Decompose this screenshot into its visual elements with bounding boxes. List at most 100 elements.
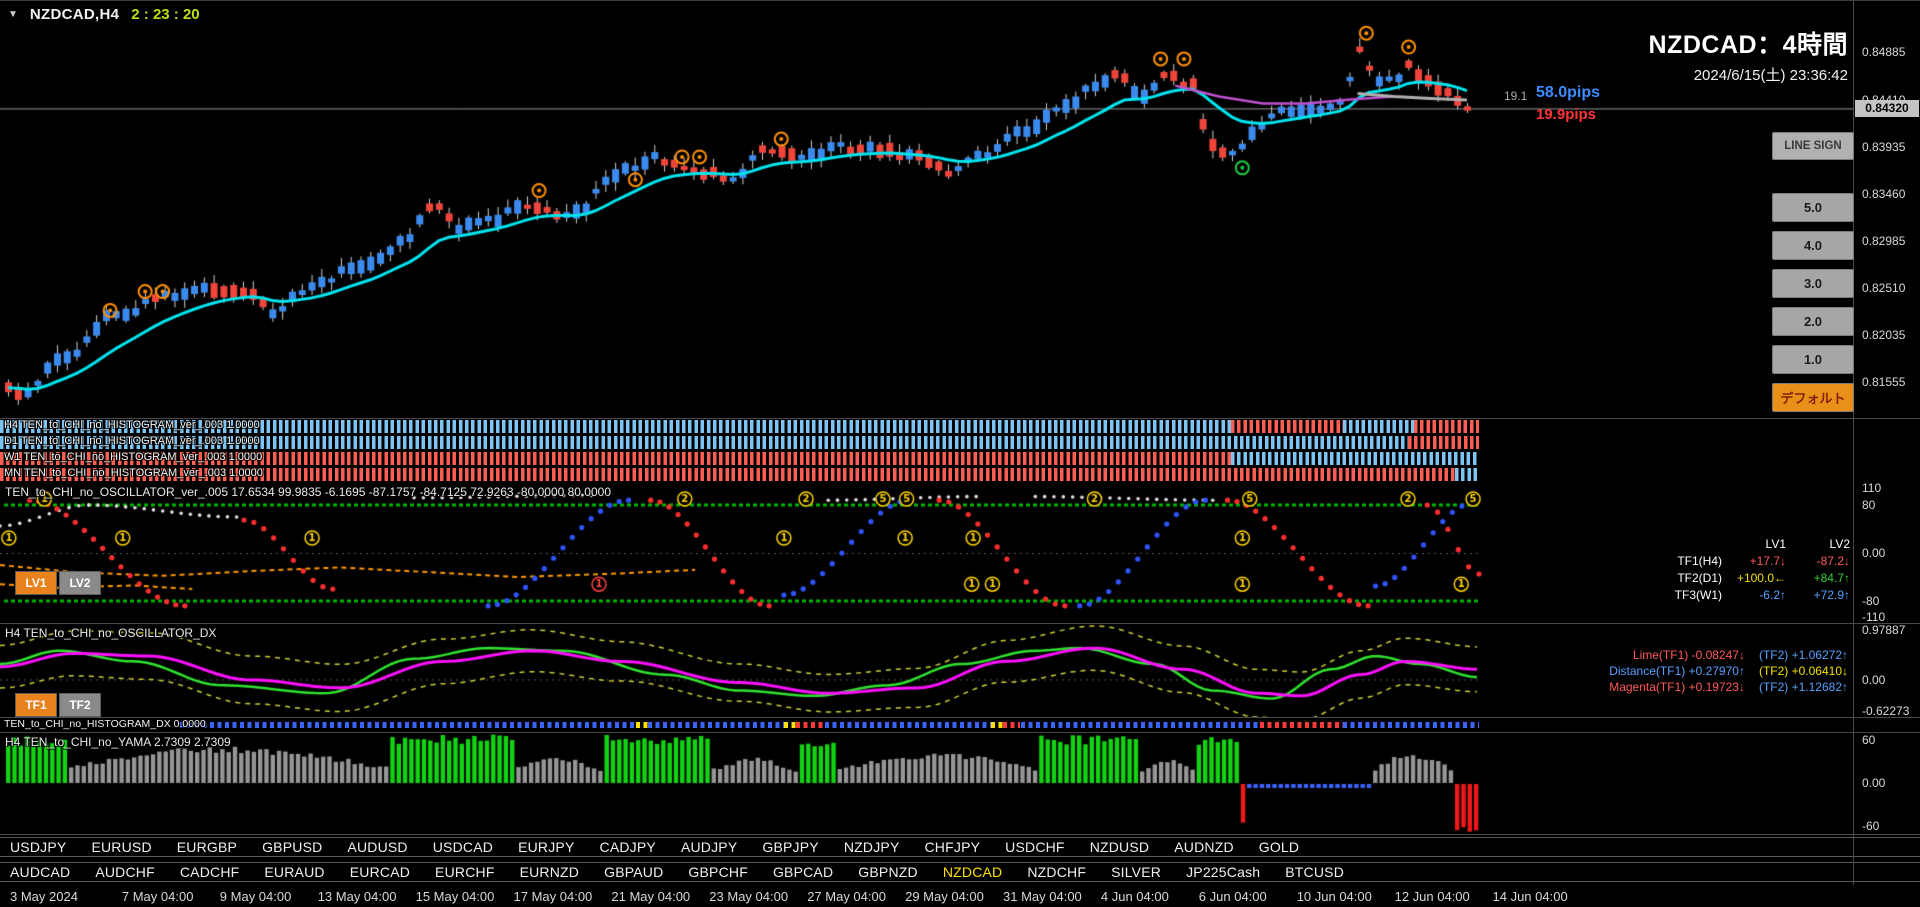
dx-readout-rows: Lime(TF1) -0.08247↓ (TF2) +1.06272↑ Distan… xyxy=(1500,648,1848,696)
symbol-list-row-2: AUDCAD AUDCHF CADCHF EURAUD EURCAD EURCHF EURN… xyxy=(0,862,1920,882)
symbol-period-dropdown[interactable]: ▼ NZDCAD,H4 2 : 23 : 20 xyxy=(8,6,200,23)
dx-readout-tf1-value: Magenta(TF1) +0.19723↓ xyxy=(1609,680,1745,694)
lv2-button[interactable]: LV2 xyxy=(59,571,101,595)
time-axis-label: 4 Jun 04:00 xyxy=(1100,889,1169,904)
symbol-tab-cadjpy[interactable]: CADJPY xyxy=(599,839,656,855)
time-axis-label: 21 May 04:00 xyxy=(611,889,691,904)
symbol-tab-nzdusd[interactable]: NZDUSD xyxy=(1089,839,1150,855)
symbol-tab-gbpaud[interactable]: GBPAUD xyxy=(604,864,664,880)
dx-readout-tf2-value: (TF2) +1.12682↑ xyxy=(1758,680,1848,694)
osc-readout-lv1-value: -6.2↑ xyxy=(1759,588,1786,602)
time-axis: 3 May 2024 7 May 04:00 9 May 04:00 13 May 0… xyxy=(0,885,1920,907)
level-button-3[interactable]: 3.0 xyxy=(1772,269,1854,298)
symbol-tab-gbpjpy[interactable]: GBPJPY xyxy=(762,839,819,855)
histogram-bars-red xyxy=(1230,420,1343,433)
chart-title: NZDCAD：4時間 xyxy=(1648,31,1848,59)
time-axis-label: 13 May 04:00 xyxy=(317,889,397,904)
price-scale-label: 0.82035 xyxy=(1862,327,1906,342)
default-button[interactable]: デフォルト xyxy=(1772,383,1854,412)
dx-readout-row: Magenta(TF1) +0.19723↓ (TF2) +1.12682↑ xyxy=(1500,680,1848,696)
mtf-histogram-row-w1: W1 TEN_to_CHI_no_HISTOGRAM_ver_.003 1.00… xyxy=(0,451,1920,468)
histogram-bars-red xyxy=(0,468,1456,481)
yama-scale-0: 0.00 xyxy=(1862,776,1886,790)
level-button-1[interactable]: 1.0 xyxy=(1772,345,1854,374)
histogram-dx-seg-b xyxy=(180,722,636,728)
dx-scale-0: 0.00 xyxy=(1862,673,1886,687)
osc-readout-header-lv1: LV1 xyxy=(1765,537,1786,551)
chevron-down-icon: ▼ xyxy=(8,9,18,20)
histogram-dx-seg-b xyxy=(1342,722,1479,728)
oscillator-dx-canvas xyxy=(0,624,1853,717)
candlestick-chart-canvas[interactable] xyxy=(0,1,1853,418)
dx-readout-tf1-value: Lime(TF1) -0.08247↓ xyxy=(1632,648,1745,662)
histogram-bars-blue xyxy=(1455,468,1479,481)
symbol-tab-chfjpy[interactable]: CHFJPY xyxy=(924,839,981,855)
symbol-tab-usdchf[interactable]: USDCHF xyxy=(1005,839,1065,855)
symbol-tab-audnzd[interactable]: AUDNZD xyxy=(1174,839,1234,855)
price-scale-label: 0.81555 xyxy=(1862,375,1906,390)
time-axis-label: 15 May 04:00 xyxy=(415,889,495,904)
histogram-row-label: MN TEN_to_CHI_no_HISTOGRAM_ver_.003 1.00… xyxy=(4,467,263,479)
line-sign-button[interactable]: LINE SIGN xyxy=(1772,132,1854,160)
dx-scale-top: 0.97887 xyxy=(1862,623,1906,637)
symbol-tab-audchf[interactable]: AUDCHF xyxy=(95,864,155,880)
symbol-tab-gold[interactable]: GOLD xyxy=(1258,839,1300,855)
symbol-tab-eurusd[interactable]: EURUSD xyxy=(91,839,152,855)
osc-scale-80: 80 xyxy=(1862,498,1876,512)
chart-title-block: NZDCAD：4時間 2024/6/15(土) 23:36:42 xyxy=(1649,25,1848,85)
dx-readout-tf2-value: (TF2) +1.06272↑ xyxy=(1758,648,1848,662)
dx-readout-row: Lime(TF1) -0.08247↓ (TF2) +1.06272↑ xyxy=(1500,648,1848,664)
dx-scale-bottom: -0.62273 xyxy=(1862,704,1910,718)
symbol-tab-audusd[interactable]: AUDUSD xyxy=(347,839,408,855)
histogram-bars-blue xyxy=(1230,452,1479,465)
histogram-dx-seg-b xyxy=(1020,722,1261,728)
dx-readout-row: Distance(TF1) +0.27970↑ (TF2) +0.06410↓ xyxy=(1500,664,1848,680)
osc-readout-lv2-value: +72.9↑ xyxy=(1813,588,1850,602)
main-chart-pane: ▼ NZDCAD,H4 2 : 23 : 20 NZDCAD：4時間 2024/… xyxy=(0,1,1920,419)
osc-scale-110: 110 xyxy=(1862,481,1882,495)
osc-scale-m80: -80 xyxy=(1862,594,1880,608)
osc-readout-tf-label: TF2(D1) xyxy=(1677,571,1722,585)
symbol-tab-gbpcad[interactable]: GBPCAD xyxy=(772,864,834,880)
symbol-tab-eurjpy[interactable]: EURJPY xyxy=(518,839,575,855)
symbol-tab-btcusd[interactable]: BTCUSD xyxy=(1285,864,1345,880)
time-axis-label: 7 May 04:00 xyxy=(121,889,194,904)
symbol-tab-eurnzd[interactable]: EURNZD xyxy=(519,864,580,880)
pips-up-label: 58.0pips xyxy=(1536,84,1601,101)
time-axis-label: 23 May 04:00 xyxy=(709,889,789,904)
symbol-tab-eurcad[interactable]: EURCAD xyxy=(349,864,411,880)
dx-readout-tf2-value: (TF2) +0.06410↓ xyxy=(1758,664,1848,678)
symbol-tab-audcad[interactable]: AUDCAD xyxy=(10,864,71,880)
symbol-tab-audjpy[interactable]: AUDJPY xyxy=(680,839,738,855)
symbol-tab-euraud[interactable]: EURAUD xyxy=(264,864,325,880)
symbol-tab-usdjpy[interactable]: USDJPY xyxy=(10,839,67,855)
oscillator-readout-table: LV1 LV2 TF1(H4) +17.7↓ -87.2↓ TF2(D1) +100.0← +… xyxy=(1638,537,1850,602)
yama-scale-60: 60 xyxy=(1862,733,1876,747)
symbol-tab-jp225cash[interactable]: JP225Cash xyxy=(1186,864,1261,880)
symbol-tab-eurgbp[interactable]: EURGBP xyxy=(176,839,238,855)
symbol-tab-cadchf[interactable]: CADCHF xyxy=(179,864,240,880)
symbol-tab-nzdchf[interactable]: NZDCHF xyxy=(1027,864,1087,880)
symbol-tab-nzdcad[interactable]: NZDCAD xyxy=(942,864,1003,880)
level-button-4[interactable]: 4.0 xyxy=(1772,231,1854,260)
symbol-tab-gbpusd[interactable]: GBPUSD xyxy=(262,839,323,855)
tf2-button[interactable]: TF2 xyxy=(59,693,101,717)
symbol-tab-nzdjpy[interactable]: NZDJPY xyxy=(843,839,900,855)
distance-label: 19.1 xyxy=(1504,89,1528,103)
symbol-tab-gbpchf[interactable]: GBPCHF xyxy=(688,864,748,880)
time-axis-label: 3 May 2024 xyxy=(10,889,78,904)
symbol-tab-usdcad[interactable]: USDCAD xyxy=(432,839,494,855)
price-scale-label: 0.83460 xyxy=(1862,186,1906,201)
level-button-2[interactable]: 2.0 xyxy=(1772,307,1854,336)
mtf-histogram-row-d1: D1 TEN_to_CHI_no_HISTOGRAM_ver_.003 1.00… xyxy=(0,435,1920,452)
tf1-button[interactable]: TF1 xyxy=(15,693,57,717)
symbol-tab-gbpnzd[interactable]: GBPNZD xyxy=(858,864,918,880)
lv1-button[interactable]: LV1 xyxy=(15,571,57,595)
symbol-tab-eurchf[interactable]: EURCHF xyxy=(435,864,495,880)
symbol-tab-silver[interactable]: SILVER xyxy=(1111,864,1162,880)
level-button-5[interactable]: 5.0 xyxy=(1772,193,1854,222)
osc-readout-lv1-value: +17.7↓ xyxy=(1749,554,1786,568)
osc-scale-0: 0.00 xyxy=(1862,546,1886,560)
histogram-dx-seg-b xyxy=(825,722,991,728)
osc-readout-lv2-value: -87.2↓ xyxy=(1816,554,1850,568)
